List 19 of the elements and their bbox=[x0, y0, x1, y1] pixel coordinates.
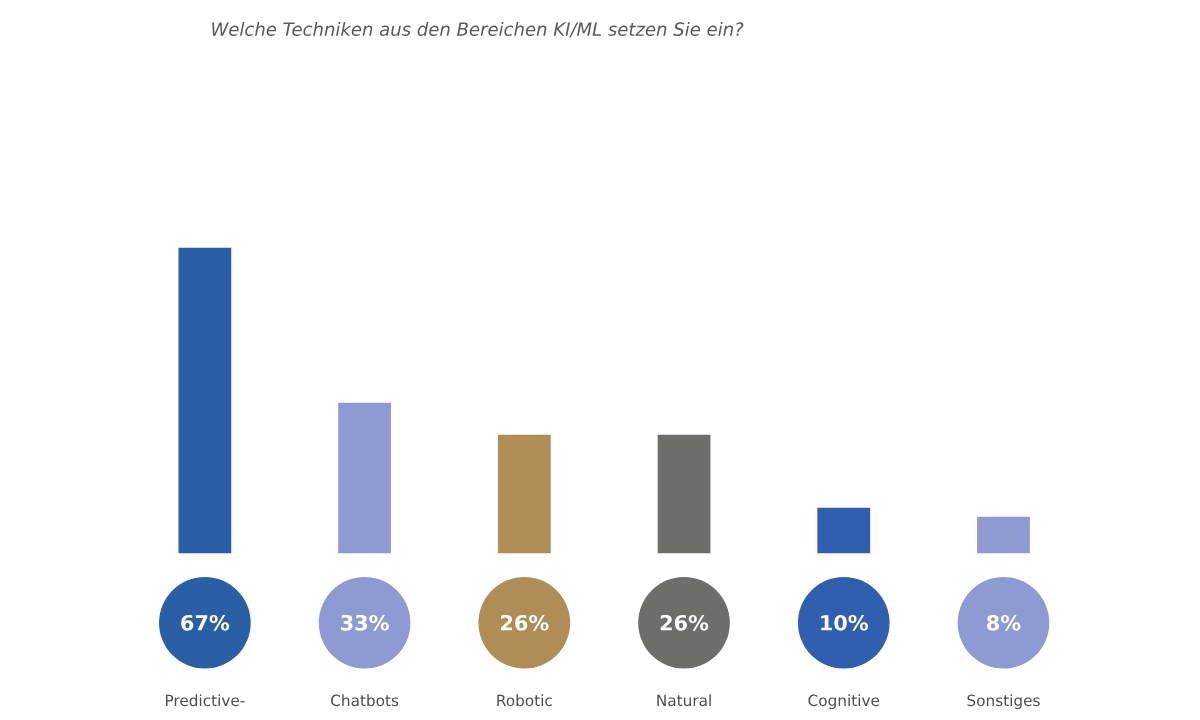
bar bbox=[657, 434, 711, 554]
data-label: 26% bbox=[660, 614, 709, 631]
x-tick-label: Robotic bbox=[497, 694, 552, 707]
x-tick-label: Natural bbox=[657, 694, 711, 707]
x-tick-label: Sonstiges bbox=[967, 694, 1040, 710]
data-label: 26% bbox=[501, 614, 549, 631]
bar bbox=[178, 247, 232, 554]
data-label: 67% bbox=[181, 614, 230, 631]
data-label: 8% bbox=[987, 614, 1021, 631]
data-label: 33% bbox=[341, 614, 389, 631]
bar bbox=[977, 516, 1030, 554]
x-tick-label: Predictive- bbox=[165, 694, 245, 707]
data-label: 10% bbox=[821, 614, 869, 631]
x-tick-label: Cognitive bbox=[808, 694, 880, 710]
chart-subtitle: Welche Techniken aus den Bereichen KI/ML setzen Sie ein? bbox=[212, 22, 744, 38]
x-tick-label: Chatbots bbox=[331, 694, 399, 707]
bar bbox=[338, 402, 391, 554]
bar bbox=[817, 507, 871, 554]
bar bbox=[497, 434, 551, 554]
